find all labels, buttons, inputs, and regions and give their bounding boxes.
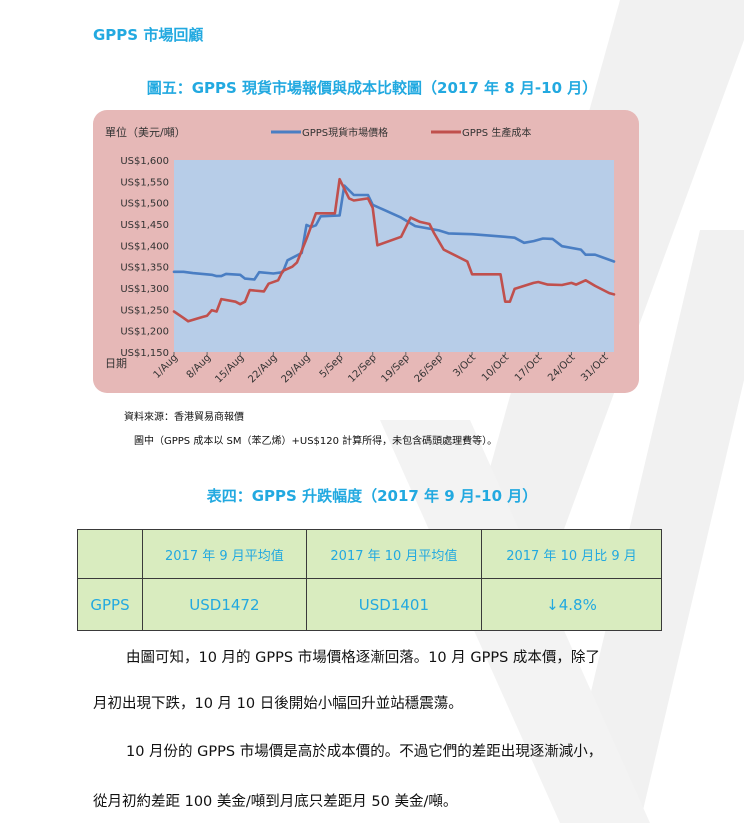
table-cell: USD1401: [305, 578, 483, 631]
y-tick-label: US$1,350: [120, 263, 169, 274]
table-cell: ↓4.8%: [481, 578, 662, 631]
paragraph: 從月初約差距 100 美金/噸到月底只差距月 50 美金/噸。: [93, 794, 458, 810]
table-header-cell: 2017 年 9 月平均值: [142, 529, 307, 579]
table-header-cell: [77, 529, 143, 579]
y-tick-label: US$1,400: [120, 241, 169, 252]
legend-label-cost: GPPS 生產成本: [462, 126, 531, 139]
legend-label-price: GPPS現貨市場價格: [302, 126, 388, 139]
y-tick-label: US$1,300: [120, 284, 169, 295]
table-title: 表四：GPPS 升跌幅度（2017 年 9 月-10 月）: [206, 487, 538, 505]
table-cell: USD1472: [142, 578, 307, 631]
x-axis-label: 日期: [105, 357, 127, 370]
table-row: GPPS USD1472 USD1401 ↓4.8%: [77, 578, 662, 631]
table-header-cell: 2017 年 10 月平均值: [305, 529, 483, 579]
table-header-cell: 2017 年 10 月比 9 月: [481, 529, 662, 579]
source-note: 資料來源：香港貿易商報價: [124, 412, 244, 423]
y-tick-label: US$1,250: [120, 305, 169, 316]
table-cell: GPPS: [77, 578, 143, 631]
y-tick-label: US$1,150: [120, 348, 169, 359]
y-axis-unit-label: 單位（美元/噸）: [105, 125, 186, 139]
y-tick-label: US$1,450: [120, 220, 169, 231]
y-tick-label: US$1,200: [120, 327, 169, 338]
paragraph: 10 月份的 GPPS 市場價是高於成本價的。不過它們的差距出現逐漸減小，: [126, 744, 603, 760]
figure-title: 圖五：GPPS 現貨市場報價與成本比較圖（2017 年 8 月-10 月）: [146, 79, 598, 97]
price-cost-chart: 單位（美元/噸） GPPS現貨市場價格 GPPS 生產成本 日期 US$1,15…: [93, 110, 639, 393]
paragraph: 月初出現下跌，10 月 10 日後開始小幅回升並站穩震蕩。: [93, 696, 463, 712]
plot-area: [174, 160, 614, 352]
figure-note: 圖中（GPPS 成本以 SM（苯乙烯）+US$120 計算所得，未包含碼頭處理費…: [134, 436, 498, 447]
paragraph: 由圖可知，10 月的 GPPS 市場價格逐漸回落。10 月 GPPS 成本價，除…: [126, 650, 600, 666]
table-header-row: 2017 年 9 月平均值 2017 年 10 月平均值 2017 年 10 月…: [77, 529, 662, 579]
section-title: GPPS 市場回顧: [93, 26, 204, 44]
y-tick-label: US$1,550: [120, 177, 169, 188]
y-tick-label: US$1,500: [120, 199, 169, 210]
y-tick-label: US$1,600: [120, 156, 169, 167]
change-table: 2017 年 9 月平均值 2017 年 10 月平均值 2017 年 10 月…: [77, 529, 662, 631]
